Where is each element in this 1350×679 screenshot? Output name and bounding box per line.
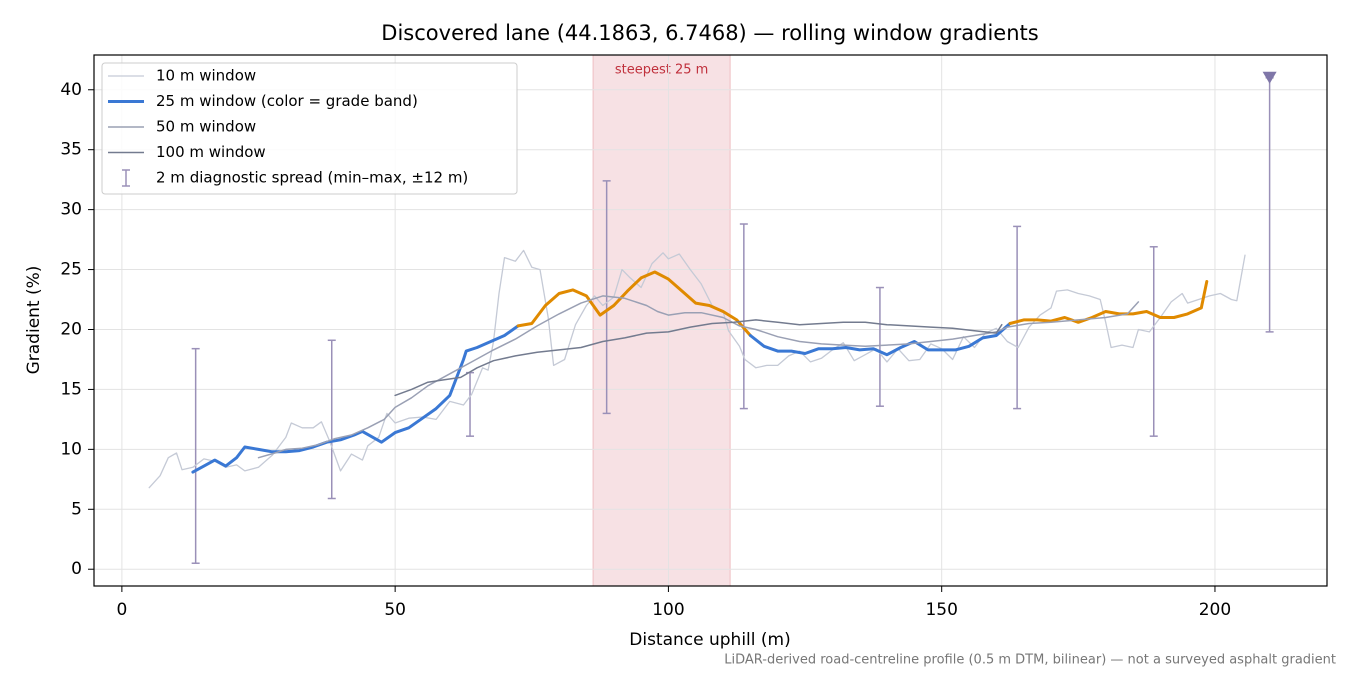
y-tick-label: 25 [60,260,82,280]
x-tick-label: 0 [116,600,127,620]
x-axis-label: Distance uphill (m) [629,630,790,650]
overflow-marker [1262,71,1277,84]
highlight-band [592,54,731,587]
x-tick-label: 150 [925,600,957,620]
x-tick-label: 100 [652,600,684,620]
y-tick-label: 40 [60,80,82,100]
footnote: LiDAR-derived road-centreline profile (0… [724,653,1336,668]
y-tick-label: 5 [71,499,82,519]
legend-label: 10 m window [156,67,256,85]
y-tick-label: 30 [60,200,82,220]
series-line [148,249,1246,489]
x-tick-label: 50 [384,600,406,620]
legend-label: 25 m window (color = grade band) [156,92,418,110]
y-tick-label: 15 [60,379,82,399]
legend-label: 100 m window [156,143,266,161]
y-tick-label: 35 [60,140,82,160]
series-line [1008,280,1209,325]
series-line [394,319,1003,397]
legend-label: 2 m diagnostic spread (min–max, ±12 m) [156,169,468,187]
x-tick-label: 200 [1199,600,1231,620]
highlight-label: steepest 25 m [615,63,708,78]
plot-frame [93,54,1328,587]
series-line [257,295,1140,459]
y-tick-label: 20 [60,319,82,339]
series-line [191,324,520,474]
y-tick-label: 0 [71,559,82,579]
series-line [748,322,1012,357]
chart-title: Discovered lane (44.1863, 6.7468) — roll… [381,21,1038,45]
legend-box [101,62,518,195]
legend-label: 50 m window [156,118,256,136]
y-tick-label: 10 [60,439,82,459]
y-axis-label: Gradient (%) [24,266,44,375]
series-line [516,270,752,337]
